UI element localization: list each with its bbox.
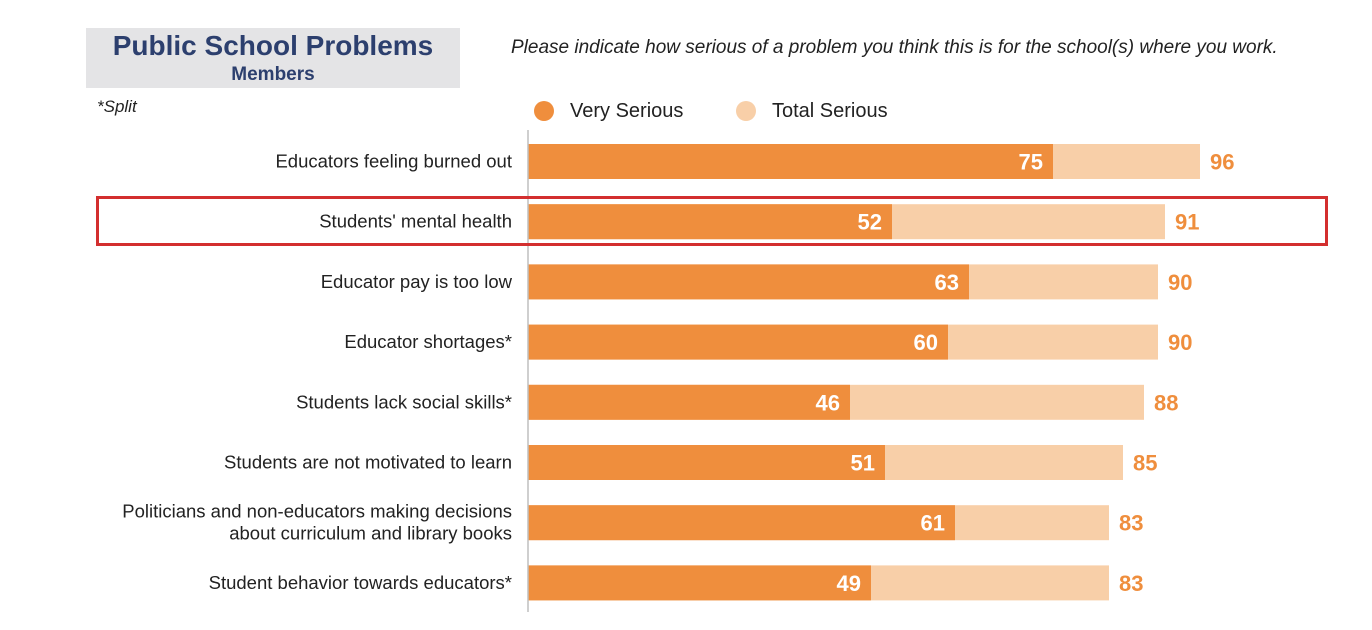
bar-very-serious — [528, 204, 892, 240]
data-label-very-serious: 51 — [851, 451, 875, 476]
data-label-very-serious: 75 — [1019, 150, 1043, 175]
split-note: *Split — [97, 97, 137, 116]
bar-very-serious — [528, 505, 955, 541]
data-label-total-serious: 90 — [1168, 330, 1192, 355]
category-label: Student behavior towards educators* — [209, 572, 512, 593]
bar-very-serious — [528, 324, 948, 360]
survey-question: Please indicate how serious of a problem… — [511, 37, 1278, 58]
data-label-very-serious: 49 — [837, 571, 861, 596]
data-label-total-serious: 83 — [1119, 571, 1143, 596]
data-label-very-serious: 61 — [921, 511, 945, 536]
chart-title: Public School Problems — [112, 30, 434, 61]
data-label-total-serious: 85 — [1133, 451, 1157, 476]
data-label-total-serious: 83 — [1119, 511, 1143, 536]
category-label: Politicians and non-educators making dec… — [122, 501, 512, 522]
bar-very-serious — [528, 384, 850, 420]
legend-label-total-serious: Total Serious — [772, 99, 888, 122]
bar-very-serious — [528, 144, 1053, 179]
category-label: Students are not motivated to learn — [224, 452, 512, 473]
data-label-total-serious: 96 — [1210, 150, 1234, 175]
data-label-total-serious: 90 — [1168, 270, 1192, 295]
legend-swatch-very-serious — [534, 101, 554, 121]
legend-swatch-total-serious — [736, 101, 756, 121]
data-label-very-serious: 52 — [858, 210, 882, 235]
category-label: Students lack social skills* — [296, 391, 512, 412]
data-label-very-serious: 60 — [914, 330, 938, 355]
category-label: about curriculum and library books — [229, 523, 512, 544]
data-label-total-serious: 88 — [1154, 390, 1178, 415]
category-label: Students' mental health — [319, 211, 512, 232]
bar-very-serious — [528, 445, 885, 480]
legend-label-very-serious: Very Serious — [570, 99, 684, 122]
category-label: Educator shortages* — [344, 331, 512, 352]
data-label-very-serious: 46 — [816, 390, 840, 415]
category-label: Educators feeling burned out — [275, 151, 512, 172]
highlight-box — [96, 196, 1328, 246]
data-label-total-serious: 91 — [1175, 210, 1199, 235]
bar-very-serious — [528, 264, 969, 300]
category-label: Educator pay is too low — [321, 271, 513, 292]
bar-very-serious — [528, 565, 871, 601]
legend-item-total-serious: Total Serious — [736, 98, 888, 124]
title-box: Public School Problems Members — [86, 28, 460, 88]
legend-item-very-serious: Very Serious — [534, 98, 683, 124]
chart-subtitle: Members — [231, 64, 315, 85]
data-label-very-serious: 63 — [935, 270, 959, 295]
